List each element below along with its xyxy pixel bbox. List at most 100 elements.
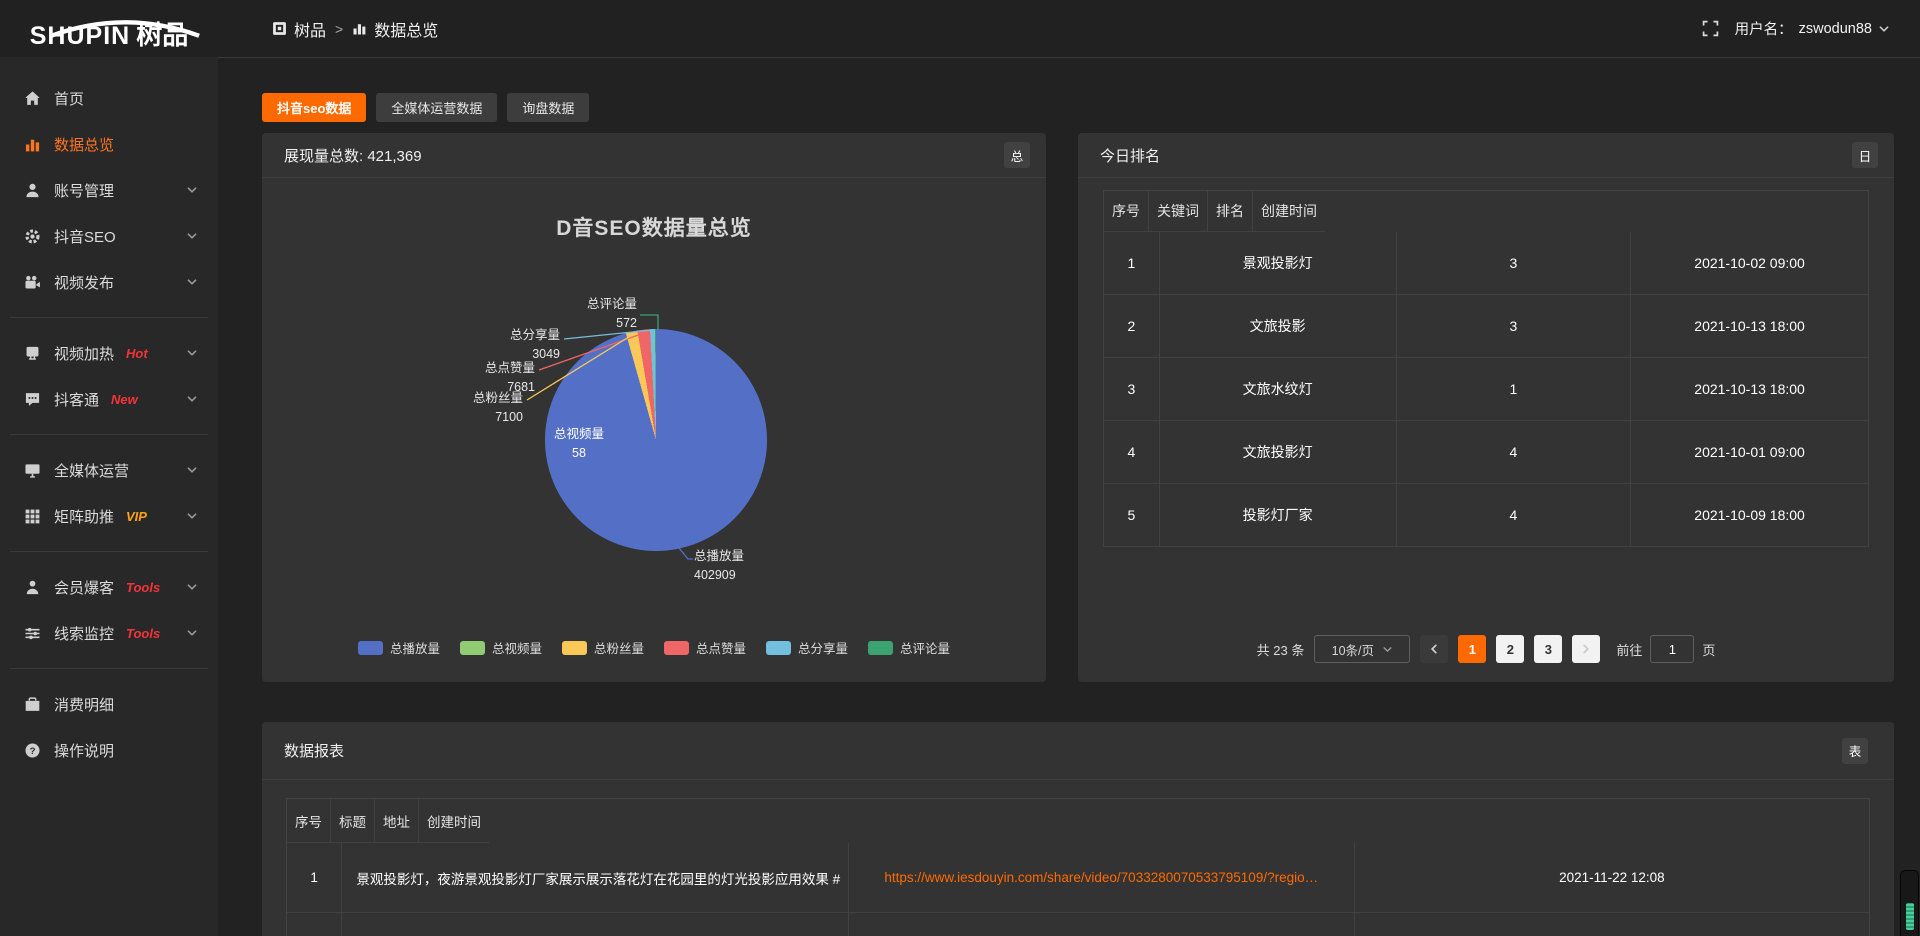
sidebar-item[interactable]: 首页 (0, 75, 218, 121)
legend-swatch (766, 640, 792, 655)
chevron-down-icon (186, 184, 198, 196)
pie-label-videos: 总视频量 58 (553, 427, 604, 460)
page-number-button[interactable]: 2 (1496, 635, 1525, 663)
video-heat-icon (24, 345, 41, 362)
legend-item[interactable]: 总视频量 (459, 638, 542, 657)
cell-index: 3 (1104, 358, 1160, 421)
svg-text:?: ? (30, 745, 36, 756)
pie-label-comments: 总评论量 572 (586, 297, 637, 330)
column-header: 序号 (1104, 191, 1149, 232)
table-row: 4 文旅投影灯 4 2021-10-01 09:00 (1104, 421, 1868, 484)
legend-label: 总评论量 (900, 642, 951, 656)
legend-item[interactable]: 总分享量 (766, 638, 848, 657)
data-tabs: 抖音seo数据 全媒体运营数据 询盘数据 (262, 93, 1894, 122)
report-badge-button[interactable]: 表 (1842, 737, 1868, 764)
sidebar-item[interactable]: 线索监控 Tools (0, 610, 218, 656)
table-row: 5 投影灯厂家 4 2021-10-09 18:00 (1104, 484, 1868, 547)
sidebar-item-label: 操作说明 (54, 742, 115, 760)
goto-page-input[interactable] (1650, 635, 1695, 663)
cell-index: 2 (1104, 295, 1160, 358)
table-row: 3 文旅水纹灯 1 2021-10-13 18:00 (1104, 358, 1868, 421)
scrollbar-thumb[interactable] (1906, 903, 1914, 930)
page-size-select[interactable]: 10条/页 (1314, 635, 1411, 663)
user-menu[interactable]: 用户名： zswodun88 (1735, 18, 1890, 39)
sidebar-item-label: 全媒体运营 (54, 462, 130, 480)
overview-badge-button[interactable]: 总 (1004, 142, 1030, 168)
cell-index: 1 (287, 843, 343, 913)
sidebar-item-label: 首页 (54, 90, 85, 108)
column-header: 序号 (287, 799, 331, 843)
cell-index: 1 (1104, 232, 1160, 295)
sidebar-item-label: 视频加热 (54, 345, 115, 363)
chevron-down-icon (186, 464, 198, 476)
wallet-icon (24, 696, 41, 713)
sidebar-item[interactable]: 抖音SEO (0, 213, 218, 259)
next-page-button[interactable] (1572, 635, 1601, 663)
breadcrumb-home[interactable]: 树品 (272, 17, 326, 41)
legend-item[interactable]: 总点赞量 (664, 638, 746, 657)
chevron-down-icon (186, 393, 198, 405)
sidebar-item[interactable]: 视频发布 (0, 259, 218, 305)
sidebar-item[interactable]: 全媒体运营 (0, 447, 218, 493)
cell-rank: 3 (1396, 295, 1632, 358)
legend-label: 总分享量 (798, 642, 849, 656)
sidebar-item[interactable]: 数据总览 (0, 121, 218, 167)
ranking-badge-button[interactable]: 日 (1852, 142, 1878, 168)
overview-total: 展现量总数: 421,369 (284, 147, 422, 165)
sidebar-item[interactable]: 账号管理 (0, 167, 218, 213)
prev-page-button[interactable] (1420, 635, 1449, 663)
tab-button[interactable]: 抖音seo数据 (262, 93, 367, 122)
page-scrollbar[interactable] (1900, 870, 1919, 936)
chart-legend: 总播放量 总视频量 总粉丝量 (262, 638, 1046, 657)
cell-keyword: 文旅水纹灯 (1159, 358, 1397, 421)
legend-swatch (664, 640, 689, 655)
chevron-down-icon (186, 276, 198, 288)
fullscreen-icon[interactable] (1702, 20, 1719, 37)
column-header: 地址 (375, 799, 419, 843)
breadcrumb-label: 数据总览 (374, 22, 439, 40)
tab-button[interactable]: 全媒体运营数据 (376, 93, 498, 122)
video-link[interactable]: https://www.iesdouyin.com/share/video/70… (884, 870, 1319, 885)
cell-title: 景观投影灯，夜游景观投影灯厂家展示展示落花灯在花园里的灯光投影应用效果 # (342, 843, 849, 913)
sidebar-item[interactable]: 视频加热 Hot (0, 330, 218, 376)
sidebar-item-label: 账号管理 (54, 182, 115, 200)
page-number-button[interactable]: 1 (1458, 635, 1487, 663)
tab-button[interactable]: 询盘数据 (507, 93, 590, 122)
breadcrumb-current[interactable]: 数据总览 (352, 17, 438, 41)
overview-panel: 展现量总数: 421,369 总 D音SEO数据量总览 总评论量 572 总分享量… (262, 133, 1046, 682)
legend-item[interactable]: 总播放量 (357, 638, 440, 657)
cell-created-time: 2021-10-13 18:00 (1631, 295, 1868, 358)
sidebar-item-badge: New (111, 391, 138, 407)
sidebar-divider (10, 551, 208, 552)
legend-swatch (561, 640, 587, 655)
legend-item[interactable]: 总粉丝量 (561, 638, 644, 657)
sidebar-item[interactable]: ? 操作说明 (0, 727, 218, 773)
chart-title: D音SEO数据量总览 (556, 217, 752, 240)
sidebar-item[interactable]: 会员爆客 Tools (0, 564, 218, 610)
ranking-title: 今日排名 (1100, 147, 1161, 165)
sidebar-item[interactable]: 抖客通 New (0, 376, 218, 422)
goto-suffix: 页 (1702, 642, 1716, 658)
legend-label: 总视频量 (491, 642, 542, 656)
report-title: 数据报表 (284, 743, 345, 760)
logo[interactable]: SHUPIN 树品 (0, 6, 218, 52)
topbar: SHUPIN 树品 树品 > 数据总览 用户名： zswodun88 (0, 0, 1920, 57)
breadcrumb-separator: > (335, 20, 344, 37)
cell-created-time: 2021-10-01 09:00 (1631, 421, 1868, 484)
chart-icon (352, 21, 367, 36)
sidebar-item[interactable]: 消费明细 (0, 681, 218, 727)
table-row: 1 景观投影灯 3 2021-10-02 09:00 (1104, 232, 1868, 295)
sidebar-item-label: 会员爆客 (54, 579, 115, 597)
column-header: 创建时间 (419, 799, 489, 843)
cell-index: 5 (1104, 484, 1160, 547)
page-number-button[interactable]: 3 (1534, 635, 1563, 663)
chevron-down-icon (186, 627, 198, 639)
table-row: 1 景观投影灯，夜游景观投影灯厂家展示展示落花灯在花园里的灯光投影应用效果 # … (287, 843, 1869, 913)
chevron-down-icon (186, 510, 198, 522)
cell-rank: 1 (1396, 358, 1632, 421)
legend-item[interactable]: 总评论量 (868, 638, 950, 657)
chat-dots-icon (24, 391, 41, 408)
main-content: 抖音seo数据 全媒体运营数据 询盘数据 展现量总数: 421,369 总 D音… (218, 57, 1920, 936)
sidebar-item[interactable]: 矩阵助推 VIP (0, 493, 218, 539)
app-icon (272, 21, 287, 36)
